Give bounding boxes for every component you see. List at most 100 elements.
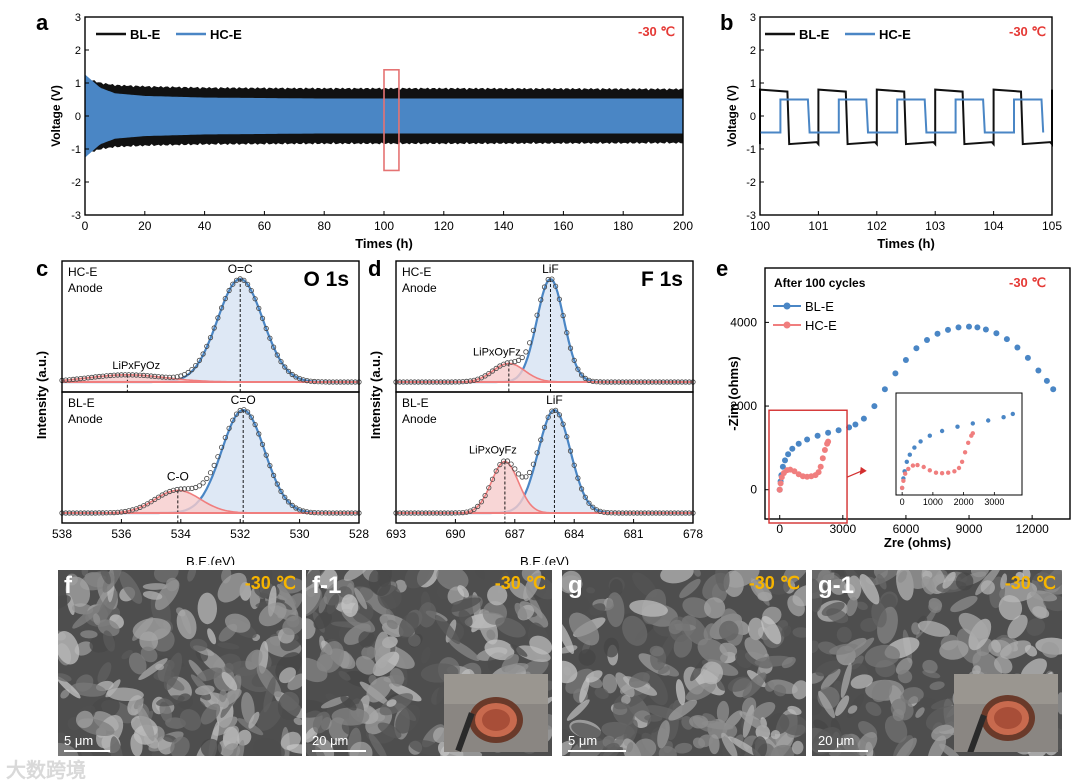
inset-point-BL-E: [986, 418, 991, 423]
raw-data-point: [571, 357, 577, 363]
annotation: After 100 cycles: [774, 276, 866, 290]
raw-data-point: [408, 379, 414, 385]
sem-grain: [258, 641, 269, 674]
data-point-BL-E: [892, 370, 899, 377]
sem-grain: [132, 618, 171, 641]
raw-data-point: [493, 365, 499, 371]
x-tick-label: 684: [564, 527, 584, 541]
sem-grain: [750, 578, 772, 601]
data-point-BL-E: [974, 324, 981, 331]
raw-data-point: [441, 379, 447, 385]
raw-data-point: [118, 372, 125, 378]
raw-data-point: [549, 276, 555, 282]
sem-grain: [258, 602, 287, 627]
sem-grain: [165, 577, 179, 592]
inset-point-HC-E: [903, 471, 908, 476]
sem-grain: [349, 741, 373, 756]
raw-data-point: [489, 368, 496, 374]
data-point-HC-E: [821, 447, 828, 453]
raw-data-point: [571, 462, 577, 468]
sem-grain: [894, 737, 917, 756]
raw-data-point: [415, 510, 421, 516]
x-tick-label: 687: [505, 527, 525, 541]
raw-data-point: [196, 357, 202, 363]
legend-label: BL-E: [799, 27, 830, 42]
sem-grain: [457, 585, 470, 598]
legend-marker: [783, 321, 791, 329]
raw-data-point: [226, 287, 232, 294]
inset-point-BL-E: [904, 459, 909, 464]
raw-data-point: [185, 369, 191, 376]
raw-data-point: [556, 296, 563, 302]
raw-data-point: [315, 379, 321, 385]
x-tick-label: 12000: [1015, 522, 1049, 536]
inset-point-HC-E: [956, 465, 962, 471]
raw-data-point: [593, 379, 600, 385]
raw-data-point: [226, 425, 232, 431]
raw-data-point: [642, 379, 648, 385]
sem-grain: [484, 639, 515, 661]
y-tick-label: -1: [746, 144, 756, 156]
raw-data-point: [630, 379, 637, 385]
raw-data-point: [196, 483, 202, 489]
sem-grain: [219, 689, 227, 703]
panel-letter: c: [36, 256, 48, 281]
sem-grain: [398, 612, 420, 639]
data-point-BL-E: [1014, 344, 1021, 351]
sem-grain: [615, 672, 635, 698]
x-tick-label: 534: [171, 527, 191, 541]
raw-data-point: [337, 510, 343, 516]
raw-data-point: [85, 375, 91, 381]
y-tick-label: 3: [75, 12, 81, 24]
raw-data-point: [330, 510, 336, 516]
raw-data-point: [664, 379, 670, 385]
x-tick-label: 536: [111, 527, 131, 541]
sem-grain: [812, 570, 832, 594]
raw-data-point: [397, 510, 403, 516]
raw-data-point: [152, 496, 158, 502]
sem-grain: [991, 639, 1002, 653]
data-point-BL-E: [860, 415, 867, 422]
x-tick-label: 6000: [893, 522, 920, 536]
sem-grain: [156, 695, 185, 707]
raw-data-point: [460, 379, 466, 385]
raw-data-point: [411, 379, 418, 385]
sem-grain: [341, 594, 359, 617]
sem-grain: [815, 660, 841, 677]
raw-data-point: [504, 458, 510, 464]
data-point-BL-E: [924, 337, 930, 343]
raw-data-point: [430, 379, 436, 385]
data-point-HC-E: [819, 455, 826, 462]
y-tick-label: 4000: [730, 315, 757, 329]
raw-data-point: [152, 373, 158, 379]
legend-marker: [783, 302, 791, 310]
raw-data-point: [126, 508, 132, 514]
raw-data-point: [682, 379, 689, 385]
x-tick-label: 9000: [956, 522, 983, 536]
raw-data-point: [304, 377, 310, 384]
sem-grain: [836, 733, 860, 756]
raw-data-point: [486, 370, 492, 377]
data-point-HC-E: [815, 469, 822, 476]
sem-grain: [97, 662, 112, 684]
raw-data-point: [434, 379, 440, 385]
raw-data-point: [556, 412, 563, 418]
y-axis-label: Intensity (a.u.): [368, 351, 383, 439]
x-tick-label: 690: [445, 527, 465, 541]
sem-grain: [282, 615, 302, 636]
raw-data-point: [590, 378, 596, 384]
raw-data-point: [668, 379, 674, 385]
raw-data-point: [200, 351, 206, 357]
sem-grain: [217, 572, 247, 603]
sem-grain: [628, 672, 650, 688]
raw-data-point: [627, 510, 633, 516]
sem-grain: [119, 571, 143, 604]
sem-grain: [718, 620, 739, 641]
sem-grain: [366, 676, 392, 703]
inset-point-HC-E: [899, 485, 905, 491]
raw-data-point: [523, 474, 529, 480]
sem-grain: [75, 710, 94, 729]
sem-grain: [306, 699, 327, 718]
raw-data-point: [638, 510, 644, 516]
sem-grain: [715, 570, 730, 592]
